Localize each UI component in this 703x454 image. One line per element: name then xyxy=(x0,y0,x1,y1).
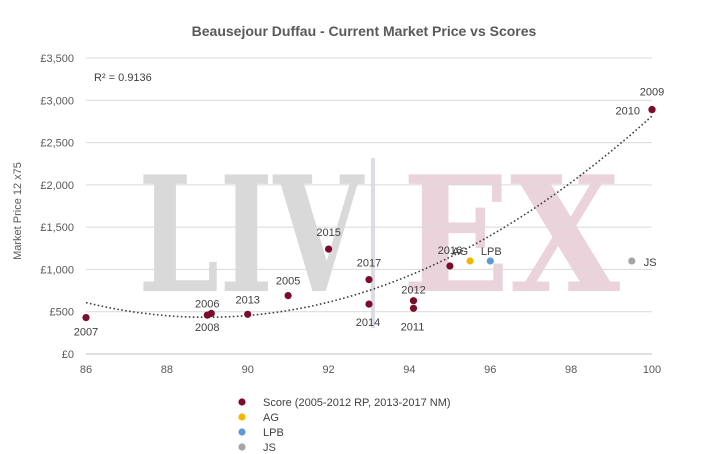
point-label: 2012 xyxy=(401,285,425,297)
legend: Score (2005-2012 RP, 2013-2017 NM) AG LPB J… xyxy=(238,397,451,454)
point-label: LPB xyxy=(481,246,502,258)
x-axis-ticks: 86 88 90 92 94 96 98 100 xyxy=(80,364,661,376)
data-point xyxy=(466,257,474,265)
data-point xyxy=(648,106,656,114)
legend-label: Score (2005-2012 RP, 2013-2017 NM) xyxy=(263,397,451,409)
data-point xyxy=(486,257,494,265)
watermark-divider: | xyxy=(366,129,380,329)
point-label: JS xyxy=(644,257,657,269)
watermark-liv: LIV xyxy=(138,141,365,329)
data-point xyxy=(409,304,418,312)
x-tick-label: 96 xyxy=(484,364,496,376)
y-tick-label: £1,500 xyxy=(40,222,74,234)
data-point xyxy=(82,314,90,322)
grid-lines xyxy=(86,57,652,355)
point-labels: 2007 2008 2006 2013 2005 2015 2014 2017 2011 2012… xyxy=(74,87,664,339)
x-tick-label: 98 xyxy=(565,364,577,376)
y-tick-label: £500 xyxy=(50,307,74,319)
point-label: 2015 xyxy=(316,227,340,239)
data-point xyxy=(628,257,636,265)
y-tick-label: £0 xyxy=(62,349,74,361)
point-label: 2014 xyxy=(356,317,380,329)
trendline xyxy=(85,115,653,319)
data-point xyxy=(446,262,454,270)
data-point xyxy=(207,309,215,317)
point-label: 2010 xyxy=(616,106,640,118)
y-tick-label: £3,000 xyxy=(40,95,74,107)
x-tick-label: 100 xyxy=(643,364,661,376)
y-axis-ticks: £0 £500 £1,000 £1,500 £2,000 £2,500 £3,000 £3,5… xyxy=(40,53,74,361)
point-label: 2013 xyxy=(235,294,259,306)
point-label: AG xyxy=(452,246,468,258)
point-label: 2006 xyxy=(195,298,219,310)
point-label: 2016 xyxy=(438,245,462,257)
data-points xyxy=(82,106,656,322)
watermark-ex: EX xyxy=(402,141,620,329)
r-squared-annotation: R² = 0.9136 xyxy=(94,72,152,84)
y-tick-label: £3,500 xyxy=(40,53,74,65)
legend-label: JS xyxy=(263,442,276,454)
data-point xyxy=(325,245,333,253)
point-label: 2007 xyxy=(74,327,98,339)
y-tick-label: £2,000 xyxy=(40,180,74,192)
point-label: 2009 xyxy=(640,87,664,99)
y-tick-label: £2,500 xyxy=(40,138,74,150)
x-tick-label: 88 xyxy=(161,364,173,376)
legend-marker xyxy=(238,413,246,421)
legend-label: AG xyxy=(263,412,279,424)
chart-title: Beausejour Duffau - Current Market Price… xyxy=(192,23,537,39)
x-tick-label: 94 xyxy=(403,364,415,376)
point-label: 2005 xyxy=(276,276,300,288)
x-tick-label: 92 xyxy=(322,364,334,376)
livex-watermark: LIV | EX xyxy=(138,129,620,329)
x-tick-label: 86 xyxy=(80,364,92,376)
legend-marker xyxy=(238,398,246,406)
point-label: 2017 xyxy=(357,258,381,270)
data-point xyxy=(409,297,418,305)
point-label: 2011 xyxy=(401,321,425,333)
data-point xyxy=(244,310,252,318)
data-point xyxy=(365,276,373,284)
point-label: 2008 xyxy=(195,322,219,334)
x-tick-label: 90 xyxy=(242,364,254,376)
data-point xyxy=(365,300,373,308)
y-axis-label: Market Price 12 x75 xyxy=(12,162,24,260)
y-tick-label: £1,000 xyxy=(40,264,74,276)
data-point xyxy=(284,292,292,300)
legend-marker xyxy=(238,428,246,436)
legend-label: LPB xyxy=(263,427,284,439)
legend-marker xyxy=(238,443,246,451)
